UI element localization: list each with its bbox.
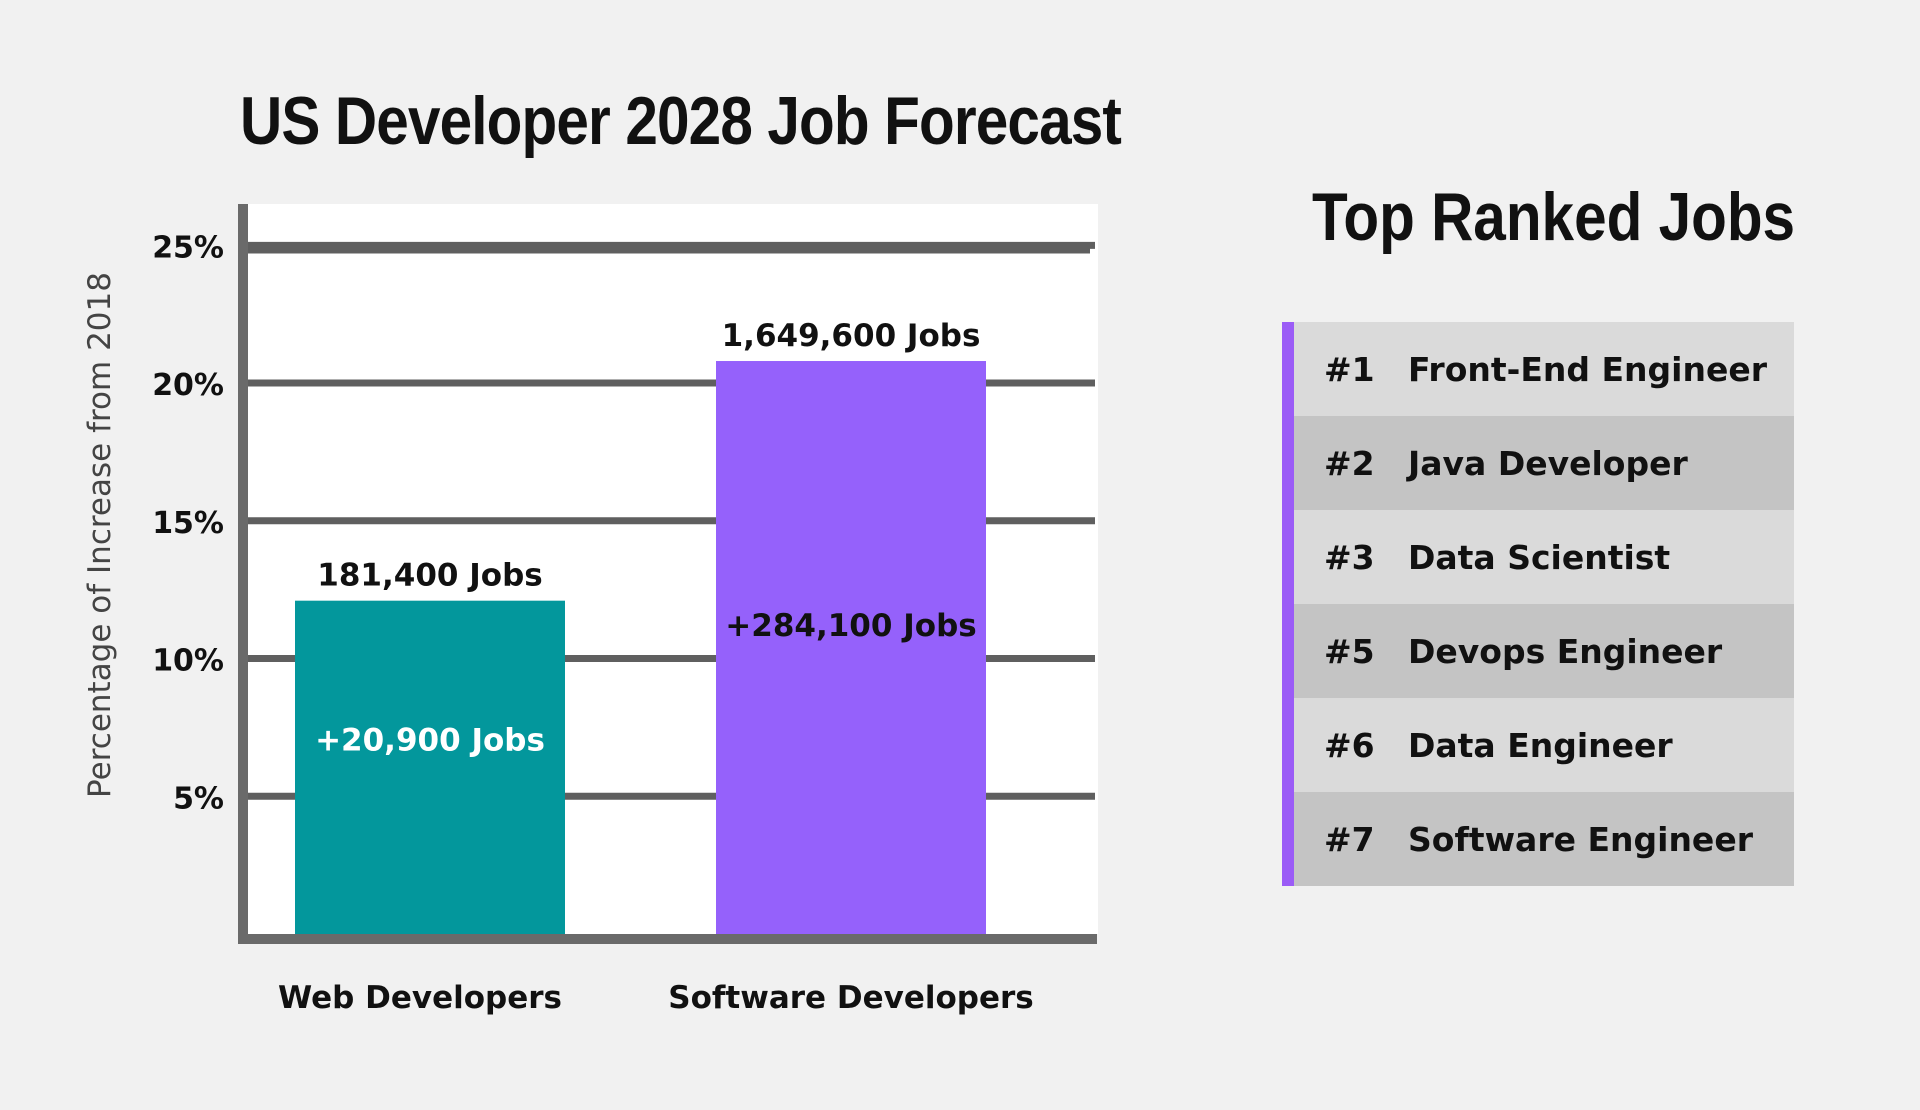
y-axis-title: Percentage of Increase from 2018 <box>82 272 118 798</box>
rank-job-name: Front-End Engineer <box>1408 349 1767 389</box>
y-tick-labels: 5% 10% 15% 20% 25% <box>152 230 224 816</box>
chart-title: US Developer 2028 Job Forecast <box>240 83 1122 159</box>
top-ranked-list: #1 Front-End Engineer #2 Java Developer #3 Da… <box>1282 322 1794 886</box>
bar-inner-label: +284,100 Jobs <box>725 608 976 644</box>
rank-row: #7 Software Engineer <box>1294 792 1794 886</box>
bar-inner-label: +20,900 Jobs <box>315 723 545 759</box>
bar-chart: 181,400 Jobs +20,900 Jobs 1,649,600 Jobs +2… <box>82 204 1098 1016</box>
bar <box>295 600 565 934</box>
y-tick-label: 20% <box>152 368 224 403</box>
y-tick-label: 10% <box>152 644 224 679</box>
x-category-label: Software Developers <box>668 980 1033 1016</box>
rank-number: #2 <box>1324 443 1375 483</box>
rank-job-name: Data Engineer <box>1408 725 1673 765</box>
rank-row: #5 Devops Engineer <box>1294 604 1794 698</box>
bars: 181,400 Jobs +20,900 Jobs 1,649,600 Jobs +2… <box>295 318 986 934</box>
x-category-label: Web Developers <box>278 980 562 1016</box>
rank-number: #1 <box>1324 349 1375 389</box>
rank-row: #2 Java Developer <box>1294 416 1794 510</box>
top-ranked-title: Top Ranked Jobs <box>1312 179 1796 255</box>
y-tick-label: 5% <box>173 781 224 816</box>
bar-top-label: 1,649,600 Jobs <box>722 318 981 354</box>
rank-row: #6 Data Engineer <box>1294 698 1794 792</box>
rank-job-name: Java Developer <box>1408 443 1688 483</box>
bar-top-label: 181,400 Jobs <box>317 558 542 594</box>
y-tick-label: 15% <box>152 506 224 541</box>
rank-job-name: Software Engineer <box>1408 819 1753 859</box>
rank-number: #6 <box>1324 725 1375 765</box>
x-category-labels: Web Developers Software Developers <box>278 980 1034 1016</box>
rank-job-name: Devops Engineer <box>1408 631 1723 671</box>
rank-row: #3 Data Scientist <box>1294 510 1794 604</box>
bar <box>716 361 986 934</box>
rank-number: #3 <box>1324 537 1375 577</box>
y-tick-label: 25% <box>152 230 224 265</box>
rank-number: #7 <box>1324 819 1375 859</box>
rank-row: #1 Front-End Engineer <box>1294 322 1794 416</box>
rank-job-name: Data Scientist <box>1408 537 1671 577</box>
rank-number: #5 <box>1324 631 1375 671</box>
